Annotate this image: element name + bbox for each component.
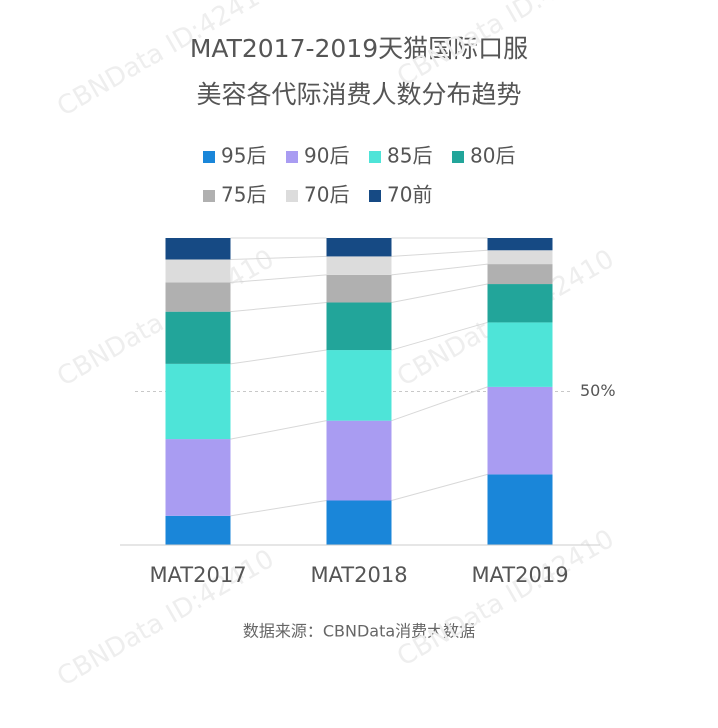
bar-segment <box>165 515 231 545</box>
x-tick-label: MAT2019 <box>471 563 568 587</box>
legend-swatch <box>286 151 298 163</box>
legend-swatch <box>286 190 298 202</box>
bar-segment <box>487 474 553 545</box>
connector-line <box>391 473 488 501</box>
bar-segment <box>326 420 392 501</box>
connector-line <box>230 499 327 517</box>
source-note: 数据来源：CBNData消费大数据 <box>243 622 475 641</box>
legend-swatch <box>452 151 464 163</box>
bar-segment <box>165 282 231 312</box>
bar-segment <box>487 284 553 323</box>
connector-line <box>391 249 488 257</box>
connector-line <box>391 321 488 351</box>
connector-line <box>230 274 327 284</box>
bar-segment <box>487 250 553 265</box>
bar-segment <box>165 311 231 364</box>
bar-segment <box>165 363 231 440</box>
bar-segment <box>165 439 231 516</box>
legend-label: 95后 <box>221 144 266 168</box>
bar-segment <box>487 238 553 251</box>
legend-label: 70前 <box>387 183 432 207</box>
connector-line <box>230 301 327 313</box>
bar-segment <box>326 274 392 303</box>
chart-title: MAT2017-2019天猫国际口服 <box>190 34 528 63</box>
legend-swatch <box>203 151 215 163</box>
x-tick-label: MAT2017 <box>149 563 246 587</box>
legend-label: 85后 <box>387 144 432 168</box>
bar-segment <box>487 322 553 387</box>
connector-line <box>391 263 488 276</box>
bar-segment <box>487 264 553 285</box>
legend-swatch <box>203 190 215 202</box>
connector-line <box>391 386 488 422</box>
y-tick-label: 50% <box>580 381 616 400</box>
legend-swatch <box>369 151 381 163</box>
connector-line <box>230 255 327 260</box>
bar-segment <box>326 256 392 275</box>
x-tick-label: MAT2018 <box>310 563 407 587</box>
connector-line <box>230 349 327 365</box>
connector-line <box>230 420 327 440</box>
bar-segment <box>165 259 231 283</box>
bar-segment <box>326 350 392 421</box>
bar-segment <box>326 302 392 351</box>
bar-segment <box>326 500 392 545</box>
legend-label: 90后 <box>304 144 349 168</box>
chart-title: 美容各代际消费人数分布趋势 <box>196 80 521 109</box>
legend-label: 80后 <box>470 144 515 168</box>
legend-label: 70后 <box>304 183 349 207</box>
bar-segment <box>165 238 231 260</box>
connector-line <box>391 283 488 303</box>
legend-label: 75后 <box>221 183 266 207</box>
legend-swatch <box>369 190 381 202</box>
bar-segment <box>487 386 553 475</box>
bar-segment <box>326 238 392 257</box>
